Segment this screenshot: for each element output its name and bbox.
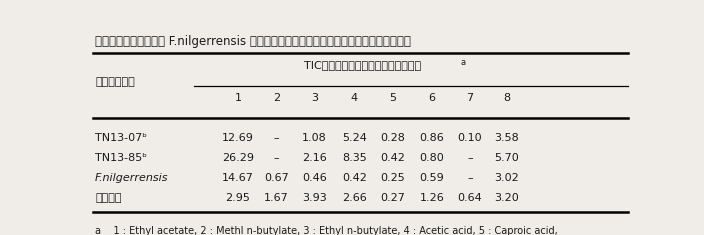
Text: a: a (460, 58, 465, 67)
Text: 3.02: 3.02 (495, 173, 520, 183)
Text: 品種・系統名: 品種・系統名 (95, 77, 135, 87)
Text: とよのか: とよのか (95, 193, 122, 203)
Text: 5: 5 (389, 93, 396, 103)
Text: 5.70: 5.70 (495, 153, 520, 163)
Text: 2: 2 (272, 93, 279, 103)
Text: –: – (467, 173, 472, 183)
Text: 2.95: 2.95 (225, 193, 251, 203)
Text: 1: 1 (234, 93, 241, 103)
Text: 0.80: 0.80 (420, 153, 444, 163)
Text: –: – (273, 153, 279, 163)
Text: 0.86: 0.86 (420, 133, 444, 143)
Text: 0.27: 0.27 (380, 193, 405, 203)
Text: TN13-85ᵇ: TN13-85ᵇ (95, 153, 147, 163)
Text: 7: 7 (466, 93, 474, 103)
Text: 0.42: 0.42 (342, 173, 367, 183)
Text: 0.59: 0.59 (420, 173, 444, 183)
Text: 1.67: 1.67 (264, 193, 289, 203)
Text: 2.16: 2.16 (302, 153, 327, 163)
Text: 0.67: 0.67 (264, 173, 289, 183)
Text: 表２　イチゴ栽培種と F.nilgerrensis との複倍数性雑種の主要香気成分（エーテル抽出）: 表２ イチゴ栽培種と F.nilgerrensis との複倍数性雑種の主要香気成… (95, 35, 411, 47)
Text: 3.58: 3.58 (495, 133, 520, 143)
Text: 0.10: 0.10 (458, 133, 482, 143)
Text: 3.93: 3.93 (302, 193, 327, 203)
Text: 14.67: 14.67 (222, 173, 254, 183)
Text: TICにおける主要ピーク（面積割合）: TICにおける主要ピーク（面積割合） (304, 60, 422, 70)
Text: 4: 4 (351, 93, 358, 103)
Text: 8: 8 (503, 93, 510, 103)
Text: 1.26: 1.26 (420, 193, 444, 203)
Text: –: – (467, 153, 472, 163)
Text: 8.35: 8.35 (342, 153, 367, 163)
Text: 3.20: 3.20 (495, 193, 520, 203)
Text: 1.08: 1.08 (302, 133, 327, 143)
Text: 0.28: 0.28 (380, 133, 405, 143)
Text: TN13-07ᵇ: TN13-07ᵇ (95, 133, 147, 143)
Text: 2.66: 2.66 (342, 193, 367, 203)
Text: 6: 6 (428, 93, 435, 103)
Text: 26.29: 26.29 (222, 153, 254, 163)
Text: 0.42: 0.42 (380, 153, 405, 163)
Text: 0.46: 0.46 (302, 173, 327, 183)
Text: a    1 : Ethyl acetate, 2 : Methl n-butylate, 3 : Ethyl n-butylate, 4 : Acetic a: a 1 : Ethyl acetate, 2 : Methl n-butylat… (95, 226, 558, 235)
Text: 5.24: 5.24 (342, 133, 367, 143)
Text: –: – (273, 133, 279, 143)
Text: 3: 3 (311, 93, 318, 103)
Text: 12.69: 12.69 (222, 133, 254, 143)
Text: 0.64: 0.64 (458, 193, 482, 203)
Text: 0.25: 0.25 (380, 173, 405, 183)
Text: F.nilgerrensis: F.nilgerrensis (95, 173, 168, 183)
